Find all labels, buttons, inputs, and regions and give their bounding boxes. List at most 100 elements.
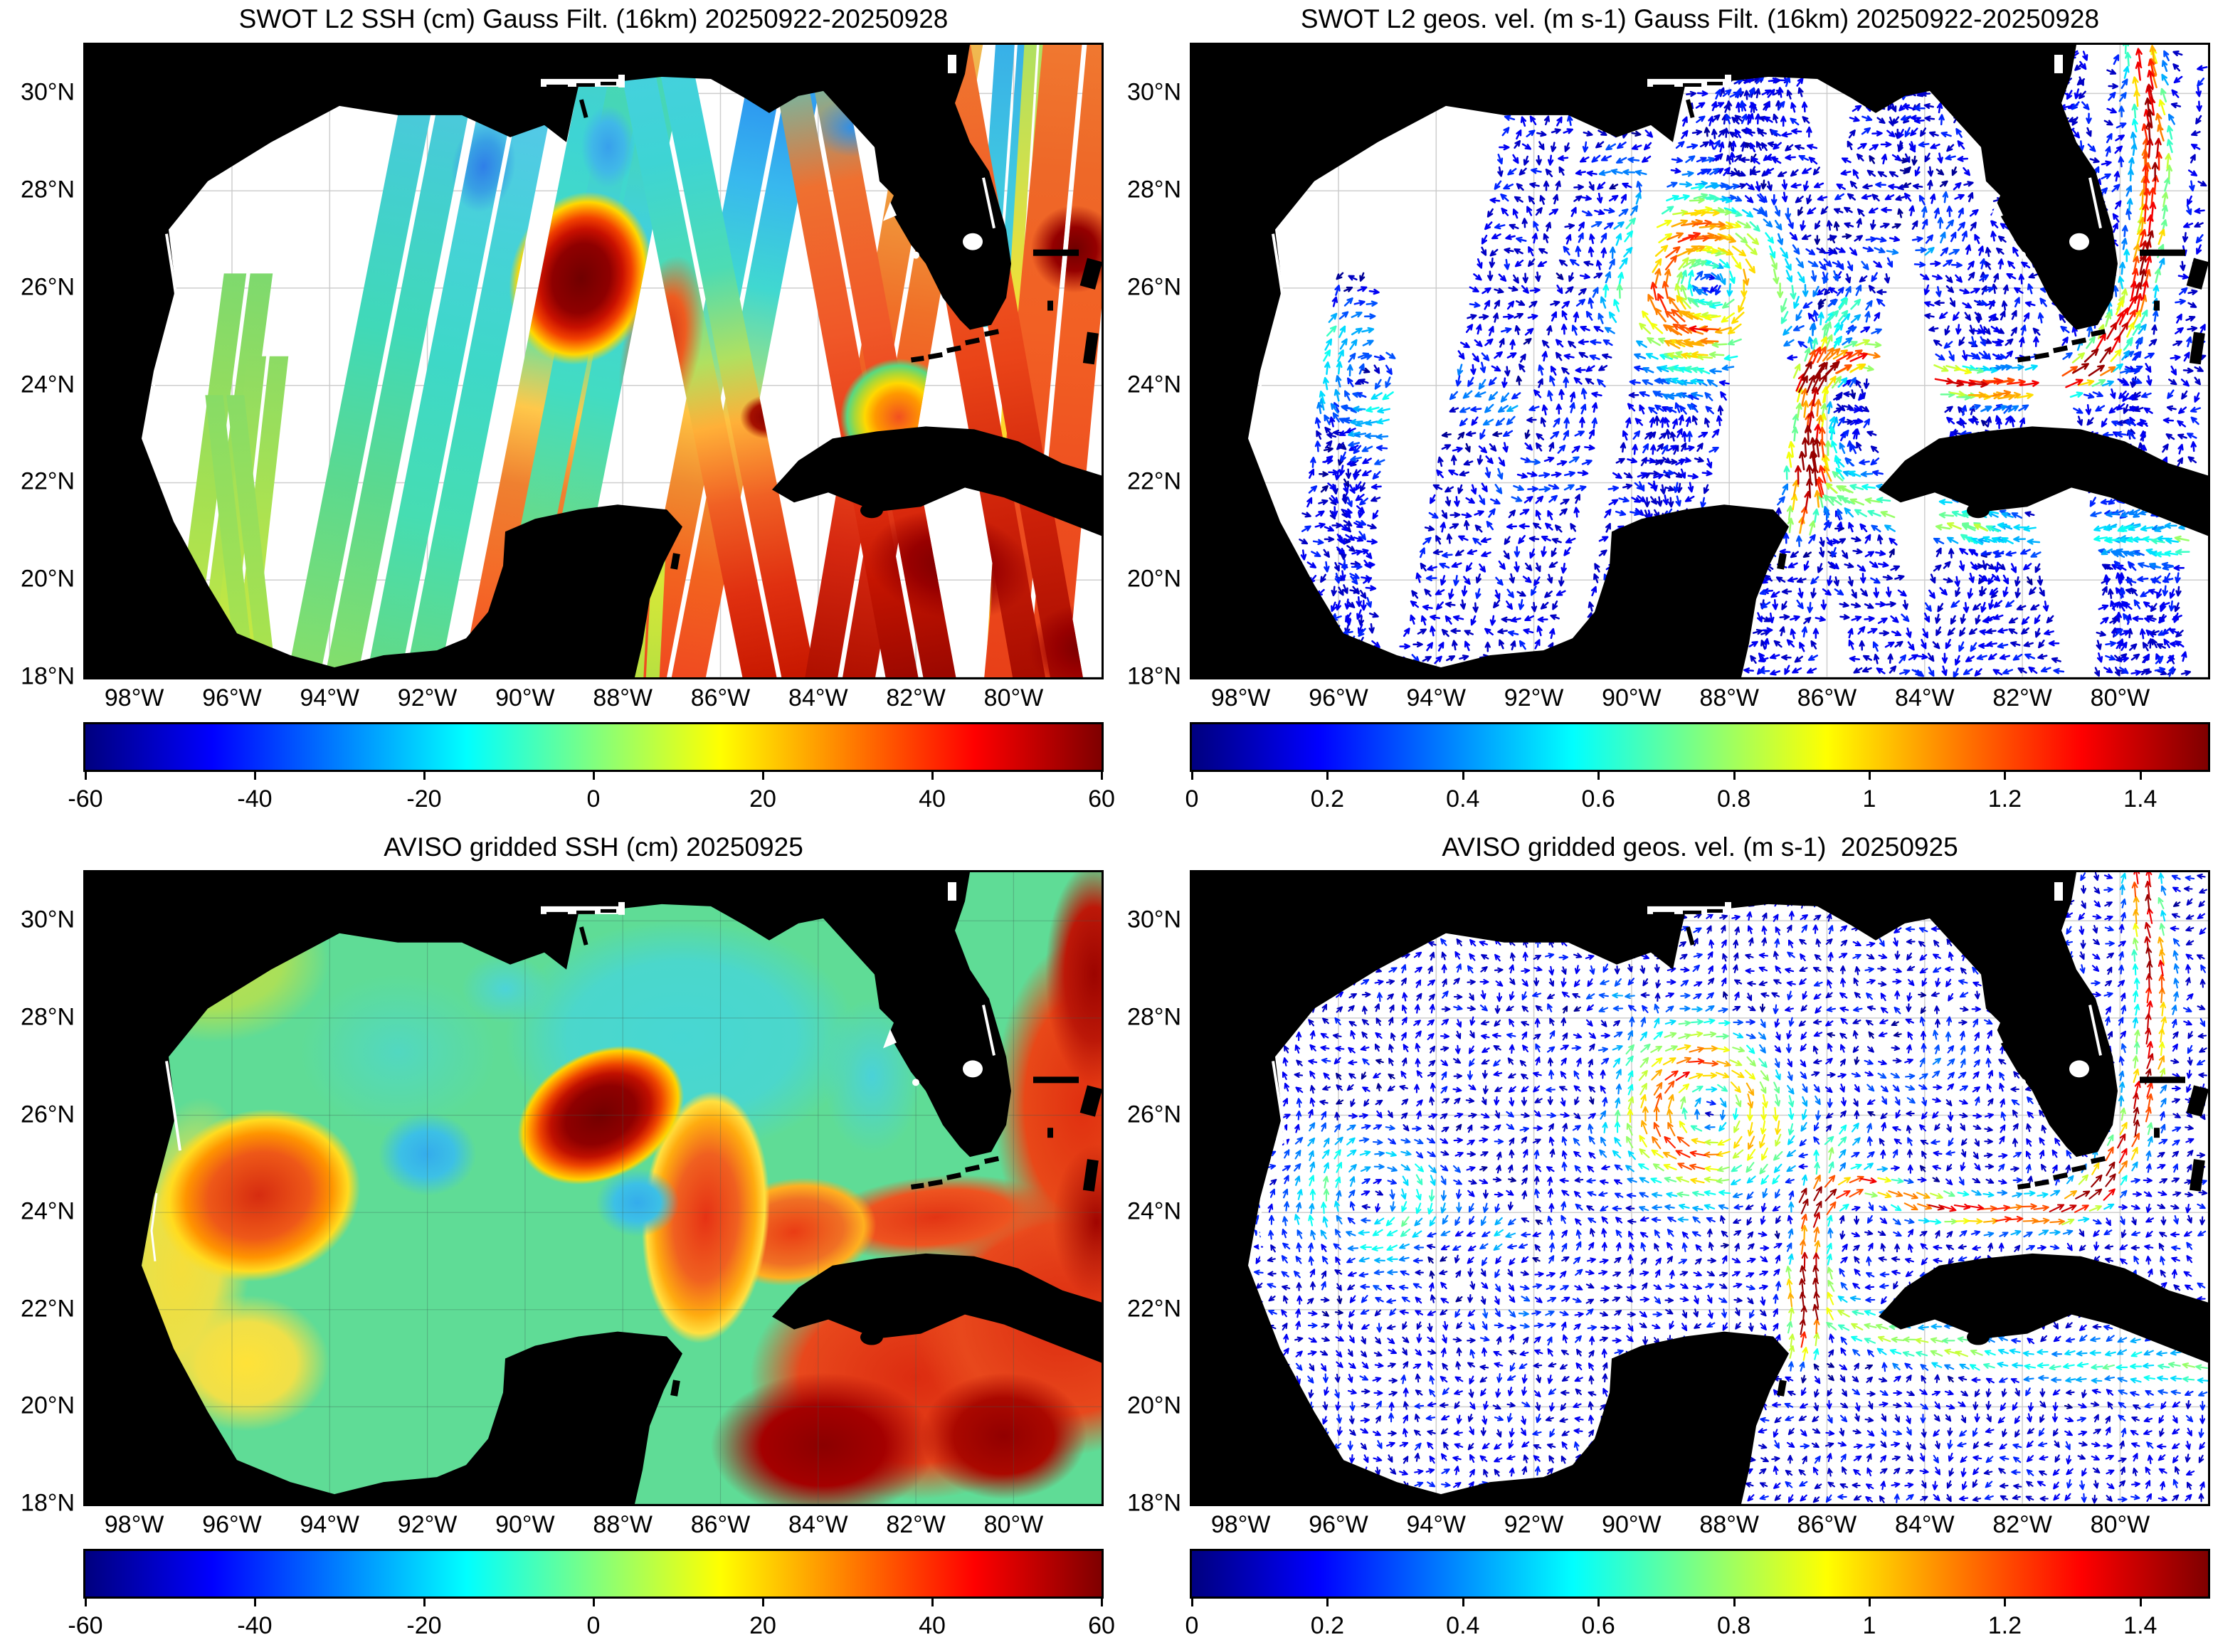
lat-tick-label: 30°N (21, 79, 75, 107)
lon-tick-label: 98°W (104, 684, 164, 711)
swot-swath (405, 45, 564, 677)
ssh-anomaly-blob (157, 1108, 361, 1282)
lon-tick-label: 94°W (1406, 684, 1467, 711)
lon-tick-label: 88°W (593, 1511, 653, 1538)
map-swot-vel (1190, 43, 2210, 679)
panel-title-swot-vel: SWOT L2 geos. vel. (m s-1) Gauss Filt. (… (1300, 4, 2100, 33)
lat-tick-label: 24°N (21, 1197, 75, 1225)
colorbar-tick-label: 1 (1862, 785, 1876, 812)
colorbar-swot-ssh (83, 722, 1104, 772)
swot-swath (654, 45, 816, 677)
lon-tick-label: 80°W (2090, 1511, 2150, 1538)
colorbar-tick-label: 0.8 (1716, 785, 1751, 812)
lon-tick-label: 86°W (1797, 1511, 1857, 1538)
colorbar-tick-label: -60 (68, 1612, 103, 1639)
colorbar-tick-label: 0.4 (1446, 1612, 1480, 1639)
lon-tick-label: 98°W (104, 1511, 164, 1538)
lat-tick-label: 22°N (21, 468, 75, 496)
colorbar-tick-label: 60 (1088, 785, 1115, 812)
lat-tick-label: 18°N (21, 1489, 75, 1517)
lat-tick-label: 26°N (1127, 273, 1181, 301)
colorbar-swot-vel (1190, 722, 2210, 772)
lon-tick-label: 80°W (983, 684, 1044, 711)
swot-swath (324, 45, 482, 677)
colorbar-tick (2004, 770, 2007, 780)
colorbar-tick-label: -40 (237, 1612, 273, 1639)
lat-tick-label: 28°N (1127, 1003, 1181, 1031)
swot-swath (233, 356, 289, 677)
colorbar-tick (1733, 1597, 1736, 1606)
lon-tick-label: 92°W (1504, 684, 1564, 711)
lon-tick-label: 84°W (1895, 1511, 1955, 1538)
land-mask (85, 872, 1102, 1504)
colorbar-tick (1326, 1597, 1329, 1606)
lon-tick-label: 96°W (1309, 1511, 1368, 1538)
colorbar-tick (423, 770, 426, 780)
lon-tick-label: 88°W (593, 684, 653, 711)
lat-tick-label: 26°N (1127, 1101, 1181, 1128)
map-swot-ssh (83, 43, 1104, 679)
ssh-anomaly-blob (461, 955, 550, 1023)
lon-tick-label: 92°W (397, 1511, 458, 1538)
colorbar-tick-label: 0.8 (1716, 1612, 1751, 1639)
land-mask (1192, 872, 2208, 1504)
colorbar-tick-label: 20 (749, 785, 776, 812)
colorbar-tick (2139, 770, 2142, 780)
colorbar-tick-label: 0.6 (1581, 785, 1615, 812)
lon-tick-label: 98°W (1210, 684, 1271, 711)
lat-tick-label: 30°N (1127, 906, 1181, 934)
lon-tick-label: 86°W (690, 1511, 751, 1538)
colorbar-tick (1101, 1597, 1103, 1606)
land-mask (85, 45, 1102, 677)
lon-tick-label: 90°W (495, 684, 555, 711)
lat-tick-label: 18°N (1127, 1489, 1181, 1517)
land-mask (1192, 45, 2208, 677)
lon-tick-label: 90°W (1602, 684, 1662, 711)
lat-tick-label: 24°N (1127, 371, 1181, 398)
map-aviso-vel (1190, 870, 2210, 1506)
panel-title-aviso-vel: AVISO gridded geos. vel. (m s-1) 2025092… (1442, 832, 1958, 862)
lat-tick-label: 26°N (21, 273, 75, 301)
panel-title-swot-ssh: SWOT L2 SSH (cm) Gauss Filt. (16km) 2025… (238, 4, 949, 33)
lon-tick-label: 84°W (788, 1511, 848, 1538)
colorbar-tick (1597, 770, 1600, 780)
lat-tick-label: 22°N (21, 1295, 75, 1323)
lon-tick-label: 98°W (1210, 1511, 1271, 1538)
lat-tick-label: 18°N (21, 662, 75, 690)
colorbar-tick-label: 0 (586, 1612, 601, 1639)
lon-tick-label: 86°W (1797, 684, 1857, 711)
lon-tick-label: 88°W (1699, 684, 1759, 711)
panel-title-aviso-ssh: AVISO gridded SSH (cm) 20250925 (384, 832, 803, 862)
colorbar-tick (1191, 770, 1193, 780)
colorbar-tick (1462, 770, 1464, 780)
colorbar-tick (1869, 1597, 1871, 1606)
ssh-anomaly-blob (710, 1372, 936, 1504)
lat-tick-label: 28°N (1127, 176, 1181, 203)
lat-tick-label: 22°N (1127, 468, 1181, 496)
colorbar-tick (1462, 1597, 1464, 1606)
colorbar-tick (254, 1597, 256, 1606)
lat-tick-label: 30°N (1127, 79, 1181, 107)
lon-tick-label: 82°W (1992, 684, 2052, 711)
colorbar-tick (1326, 770, 1329, 780)
lon-tick-label: 94°W (300, 1511, 360, 1538)
colorbar-tick (423, 1597, 426, 1606)
lat-tick-label: 20°N (21, 1392, 75, 1420)
lon-tick-label: 92°W (397, 684, 458, 711)
colorbar-tick-label: -60 (68, 785, 103, 812)
colorbar-tick-label: -20 (406, 1612, 442, 1639)
colorbar-tick-label: 0.2 (1310, 785, 1345, 812)
colorbar-tick-label: 0.2 (1310, 1612, 1345, 1639)
colorbar-tick-label: 0 (1185, 785, 1199, 812)
lat-tick-label: 28°N (21, 1003, 75, 1031)
colorbar-tick-label: -40 (237, 785, 273, 812)
colorbar-tick (1597, 1597, 1600, 1606)
colorbar-tick (2004, 1597, 2007, 1606)
swot-swath (226, 395, 273, 648)
colorbar-tick (931, 770, 934, 780)
colorbar-tick (1733, 770, 1736, 780)
lon-tick-label: 82°W (886, 1511, 946, 1538)
lon-tick-label: 94°W (1406, 1511, 1467, 1538)
lon-tick-label: 80°W (983, 1511, 1044, 1538)
